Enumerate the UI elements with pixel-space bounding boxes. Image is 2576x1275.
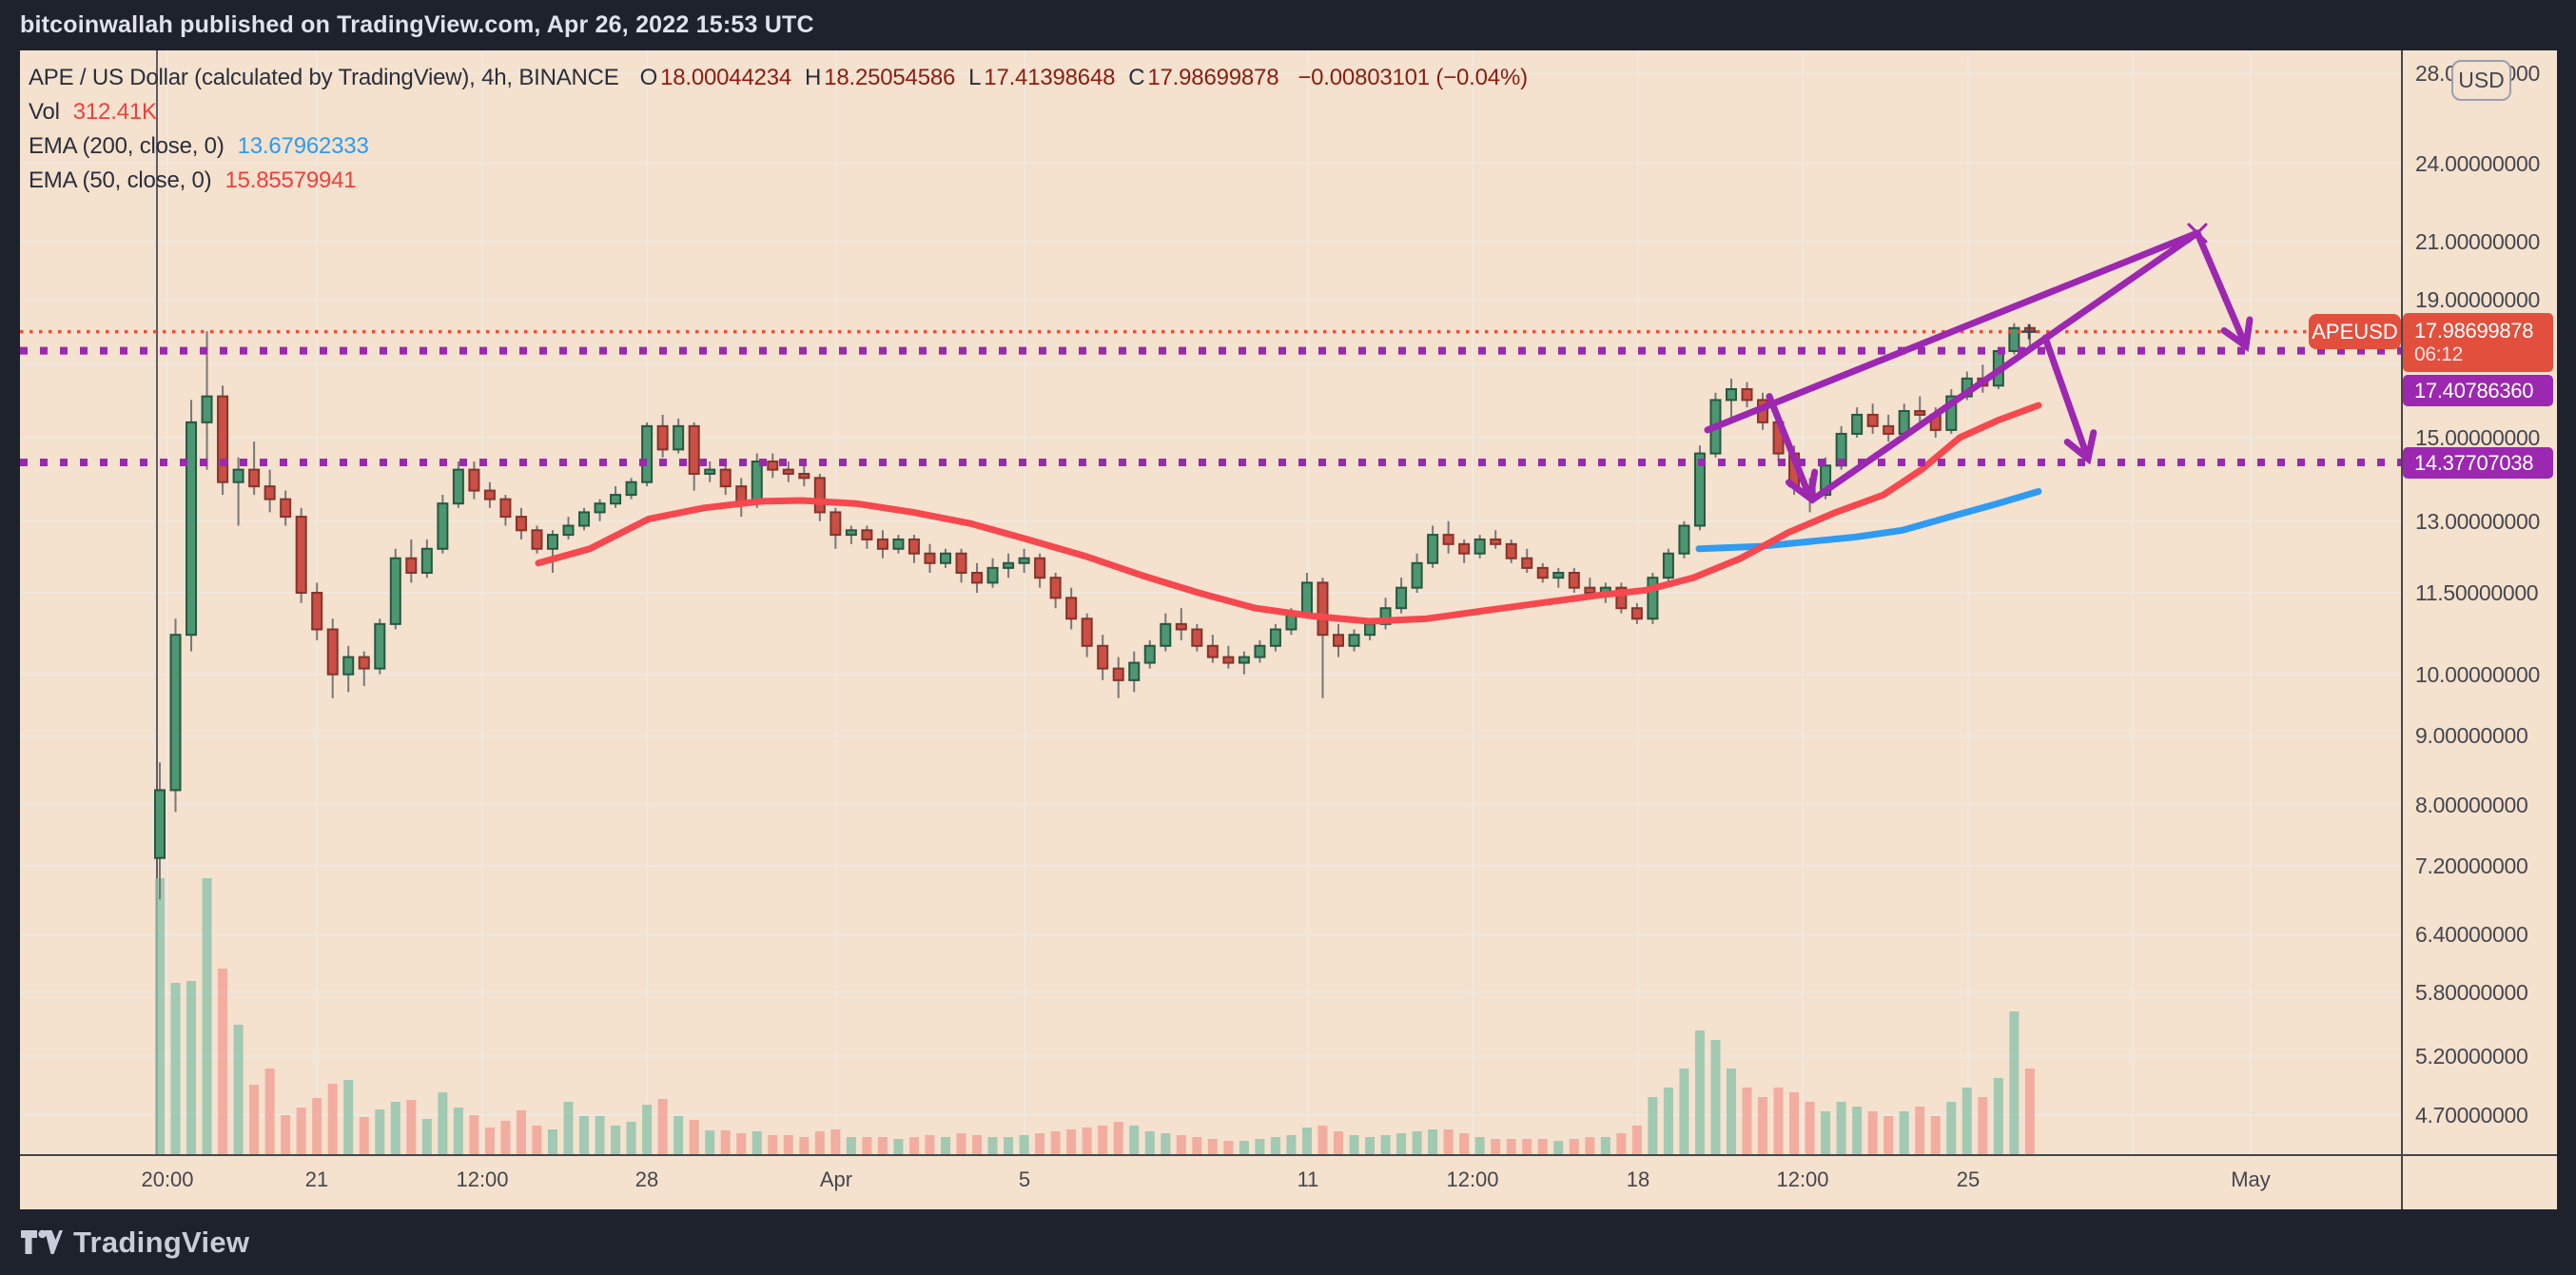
time-tick-label: 28 [634,1167,659,1191]
volume-value: 312.41K [72,99,157,125]
last-price-value: 17.98699878 [2414,319,2534,343]
symbol-tag-label: APEUSD [2312,319,2398,343]
level-lower-value: 14.37707038 [2414,450,2534,475]
low-value: 17.41398648 [984,65,1116,90]
legend-ema200-row[interactable]: EMA (200, close, 0) 13.67962333 [29,129,1528,164]
currency-toggle-button[interactable]: USD [2451,60,2511,101]
currency-label: USD [2458,68,2505,92]
legend-symbol-row[interactable]: APE / US Dollar (calculated by TradingVi… [29,61,1528,95]
open-value: 18.00044234 [660,65,792,90]
time-tick-label: 12:00 [1776,1167,1829,1191]
time-tick-label: Apr [819,1167,853,1191]
low-key: L [968,65,982,90]
level-upper-tag: 17.40786360 [2403,375,2553,406]
price-tick-label: 21.00000000 [2415,228,2541,254]
tradingview-logo-icon[interactable] [20,1227,64,1258]
ema50-label: EMA (50, close, 0) [29,167,212,193]
wedge-lower [1808,229,2201,504]
candles-layer [154,323,2036,900]
time-tick-label: 20:00 [141,1167,194,1191]
time-tick-label: 12:00 [456,1167,509,1191]
price-tick-label: 13.00000000 [2415,508,2541,534]
price-tick-label: 5.80000000 [2415,979,2528,1005]
price-tick-label: 4.70000000 [2415,1102,2528,1128]
price-tick-label: 10.00000000 [2415,661,2541,687]
price-tick-label: 19.00000000 [2415,287,2541,312]
series-layer [20,323,2402,1154]
drawings-layer [1704,223,2254,504]
time-tick-label: 25 [1956,1167,1981,1191]
symbol-price-tag: APEUSD [2309,314,2401,349]
time-tick-label: 18 [1626,1167,1650,1191]
price-tick-label: 8.00000000 [2415,792,2528,817]
ema50-value: 15.85579941 [224,167,357,193]
price-tick-label: 6.40000000 [2415,922,2528,948]
last-price-marker [2021,324,2037,340]
symbol-title: APE / US Dollar (calculated by TradingVi… [29,65,619,90]
last-price-tag: 17.98699878 06:12 [2403,313,2553,372]
legend-volume-row[interactable]: Vol 312.41K [29,95,1528,129]
publish-header: bitcoinwallah published on TradingView.c… [20,0,814,50]
legend-ema50-row[interactable]: EMA (50, close, 0) 15.85579941 [29,164,1528,198]
ema200-label: EMA (200, close, 0) [29,133,224,159]
bar-countdown: 06:12 [2414,343,2464,365]
ohlc-close: C 17.98699878 [1128,65,1278,91]
price-tick-label: 5.20000000 [2415,1043,2528,1069]
volume-label: Vol [29,99,60,125]
ohlc-low: L 17.41398648 [968,65,1115,91]
price-tick-label: 15.00000000 [2415,425,2541,450]
footer-bar: TradingView [0,1209,2576,1275]
ohlc-high: H 18.25054586 [805,65,955,91]
time-tick-label: 21 [304,1167,329,1191]
change-value: −0.00803101 (−0.04%) [1298,65,1528,90]
time-tick-label: 11 [1297,1167,1319,1191]
breakdown-arrow [2041,334,2092,462]
price-tick-label: 7.20000000 [2415,853,2528,879]
open-key: O [639,65,658,90]
close-key: C [1128,65,1145,90]
projection-arrow [2194,229,2250,350]
wedge-upper [1704,229,2201,434]
time-tick-label: 5 [1018,1167,1031,1191]
time-tick-label: May [2231,1167,2271,1191]
high-key: H [805,65,822,90]
chart-legend: APE / US Dollar (calculated by TradingVi… [29,61,1528,198]
ohlc-open: O 18.00044234 [639,65,792,91]
level-lower-tag: 14.37707038 [2403,447,2553,479]
time-tick-label: 12:00 [1446,1167,1499,1191]
high-value: 18.25054586 [824,65,956,90]
volume-layer [155,878,2035,1154]
level-upper-value: 17.40786360 [2414,378,2534,402]
price-tick-label: 24.00000000 [2415,150,2541,176]
price-tick-label: 9.00000000 [2415,723,2528,749]
tradingview-wordmark[interactable]: TradingView [73,1225,250,1259]
publish-header-text: bitcoinwallah published on TradingView.c… [20,11,814,38]
ema200-value: 13.67962333 [237,133,369,159]
pullback-arrow [1766,393,1814,502]
price-tick-label: 11.50000000 [2415,579,2539,605]
close-value: 17.98699878 [1147,65,1279,90]
grid-layer [20,50,2402,1155]
